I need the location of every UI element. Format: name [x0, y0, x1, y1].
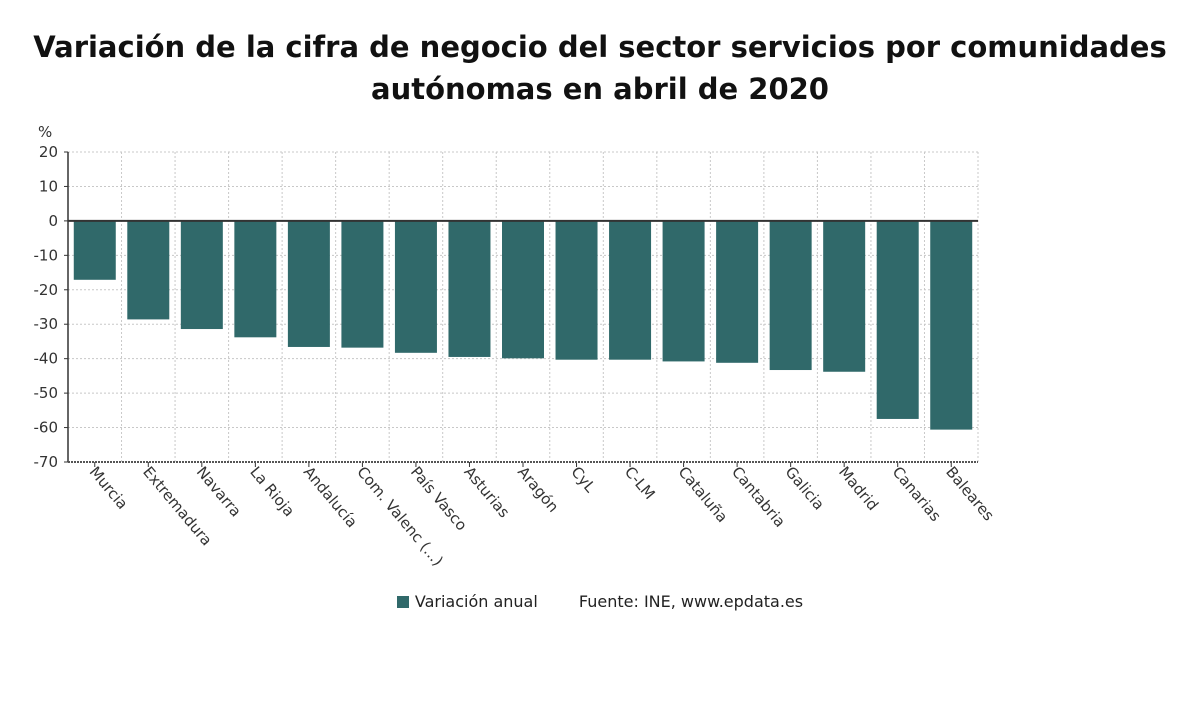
bar [502, 220, 544, 359]
bar [662, 220, 705, 362]
x-tick-label: Baleares [942, 463, 998, 524]
x-tick-label: Andalucía [300, 463, 361, 531]
x-tick-label: C-LM [621, 463, 659, 503]
y-tick-label: 20 [39, 143, 58, 161]
legend-label: Variación anual [414, 592, 538, 611]
bar [394, 220, 437, 353]
x-tick-label: Aragón [514, 463, 562, 516]
y-tick-label: -40 [34, 350, 59, 368]
x-tick-label: La Rioja [246, 463, 298, 520]
bar [287, 220, 330, 347]
x-tick-label: Murcia [86, 463, 132, 513]
y-tick-label: 10 [39, 177, 58, 195]
bar [127, 220, 170, 320]
x-tick-label: Galicia [782, 463, 828, 513]
y-tick-label: 0 [48, 212, 58, 230]
y-tick-label: -30 [34, 315, 59, 333]
x-tick-label: CyL [567, 463, 599, 496]
bar [930, 220, 973, 430]
chart-title: Variación de la cifra de negocio del sec… [33, 30, 1167, 106]
x-tick-label: Asturias [460, 463, 513, 521]
source-note: Fuente: INE, www.epdata.es [578, 592, 804, 611]
y-tick-label: -10 [34, 246, 59, 264]
bar [769, 220, 812, 371]
x-tick-label: Madrid [835, 463, 882, 514]
x-tick-label: Navarra [193, 463, 245, 520]
x-tick-label: Cantabria [728, 463, 789, 531]
y-tick-label: -60 [34, 419, 59, 437]
bar [180, 220, 223, 330]
bar [823, 220, 866, 372]
x-tick-label: Canarias [889, 463, 945, 525]
x-tick-label: Cataluña [675, 463, 732, 526]
bar [609, 220, 652, 360]
legend: Variación anual Fuente: INE, www.epdata.… [0, 592, 1200, 611]
bar [555, 220, 598, 360]
bar [341, 220, 384, 348]
y-tick-label: -20 [34, 281, 59, 299]
y-tick-label: -50 [34, 384, 59, 402]
bar [448, 220, 491, 357]
bar [73, 220, 116, 280]
legend-swatch [396, 596, 409, 608]
y-axis-unit: % [38, 123, 52, 141]
bar [716, 220, 759, 363]
bar [234, 220, 277, 338]
y-tick-label: -70 [34, 453, 59, 471]
bar [876, 220, 919, 419]
